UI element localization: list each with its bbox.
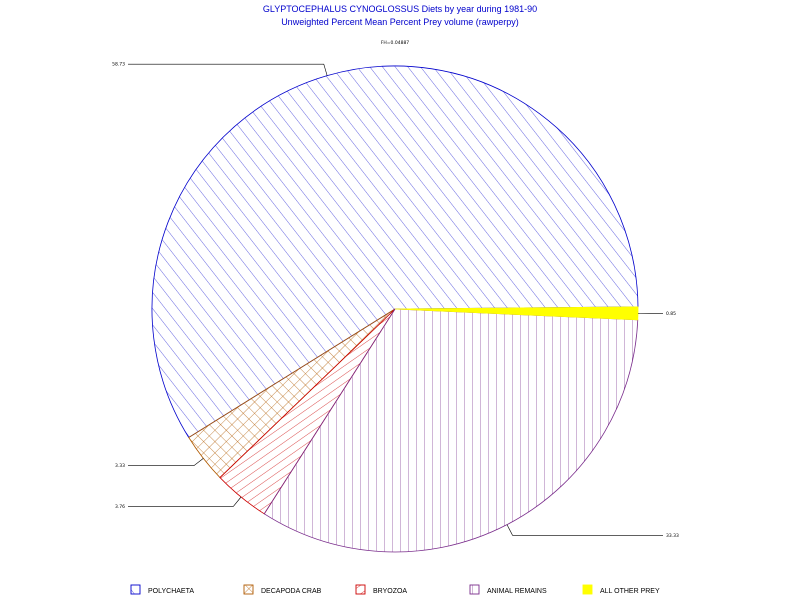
legend-item: BRYOZOA	[355, 584, 407, 595]
leader-line	[128, 496, 242, 507]
legend-swatch	[469, 584, 480, 595]
value-label: 3.33	[115, 463, 125, 469]
legend-label: BRYOZOA	[373, 588, 407, 595]
chart-note: FH=0.04887	[381, 40, 409, 46]
legend-label: DECAPODA CRAB	[261, 588, 322, 595]
chart-subtitle: Unweighted Percent Mean Percent Prey vol…	[281, 17, 519, 27]
legend-item: POLYCHAETA	[130, 584, 194, 595]
legend-label: POLYCHAETA	[148, 588, 194, 595]
value-label: 3.76	[115, 504, 125, 510]
value-label: 33.33	[666, 533, 679, 539]
legend-item: ANIMAL REMAINS	[469, 584, 547, 595]
value-label: 0.85	[666, 311, 676, 317]
legend-item: ALL OTHER PREY	[582, 584, 660, 595]
pie-slices	[151, 65, 639, 553]
value-labels: 58.73 3.33 3.76 33.33 0.85	[112, 62, 679, 539]
leader-line	[506, 524, 663, 536]
leader-line	[128, 458, 204, 467]
legend-item: DECAPODA CRAB	[243, 584, 322, 595]
legend-swatch	[243, 584, 254, 595]
value-label: 58.73	[112, 62, 125, 68]
leader-line	[128, 63, 328, 76]
legend-label: ANIMAL REMAINS	[487, 588, 547, 595]
legend-swatch	[355, 584, 366, 595]
chart-title: GLYPTOCEPHALUS CYNOGLOSSUS Diets by year…	[263, 4, 537, 14]
legend-swatch	[582, 584, 593, 595]
legend-swatch	[130, 584, 141, 595]
legend-label: ALL OTHER PREY	[600, 588, 660, 595]
legend: POLYCHAETA DECAPODA CRAB BRYOZOA ANIMAL REM…	[130, 584, 660, 595]
value-label-leaders	[128, 63, 663, 536]
